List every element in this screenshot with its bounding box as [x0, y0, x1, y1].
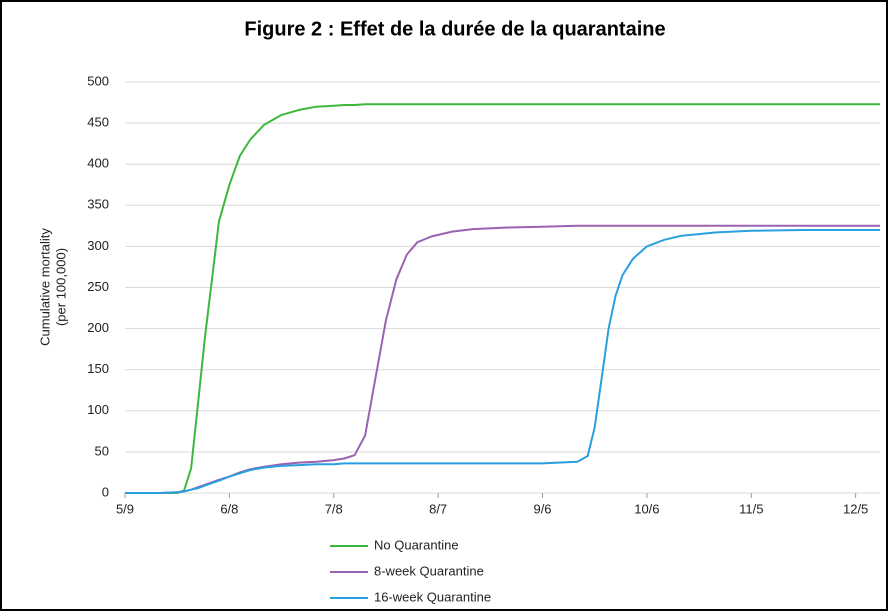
line-series	[125, 229, 880, 494]
x-tick-label: 8/7	[429, 501, 447, 516]
x-tick-label: 9/6	[533, 501, 551, 516]
y-tick-label: 0	[102, 484, 109, 499]
y-tick-label: 150	[87, 361, 109, 376]
y-tick-label: 250	[87, 279, 109, 294]
y-tick-label: 450	[87, 115, 109, 130]
x-tick-label: 7/8	[325, 501, 343, 516]
y-tick-label: 100	[87, 402, 109, 417]
y-tick-label: 50	[95, 443, 109, 458]
x-tick-label: 10/6	[634, 501, 659, 516]
y-axis-label: (per 100,000)	[53, 248, 68, 326]
y-tick-label: 300	[87, 238, 109, 253]
y-axis-label: Cumulative mortality	[37, 228, 52, 346]
legend-label: 8-week Quarantine	[374, 563, 484, 578]
line-series	[125, 103, 880, 494]
y-tick-label: 350	[87, 197, 109, 212]
x-tick-label: 6/8	[220, 501, 238, 516]
y-tick-label: 500	[87, 73, 109, 88]
legend-label: No Quarantine	[374, 537, 459, 552]
x-tick-label: 12/5	[843, 501, 868, 516]
y-tick-label: 400	[87, 156, 109, 171]
x-tick-label: 5/9	[116, 501, 134, 516]
y-tick-label: 200	[87, 320, 109, 335]
x-tick-label: 11/5	[739, 501, 763, 516]
legend-label: 16-week Quarantine	[374, 589, 491, 604]
chart-title: Figure 2 : Effet de la durée de la quara…	[244, 18, 665, 40]
